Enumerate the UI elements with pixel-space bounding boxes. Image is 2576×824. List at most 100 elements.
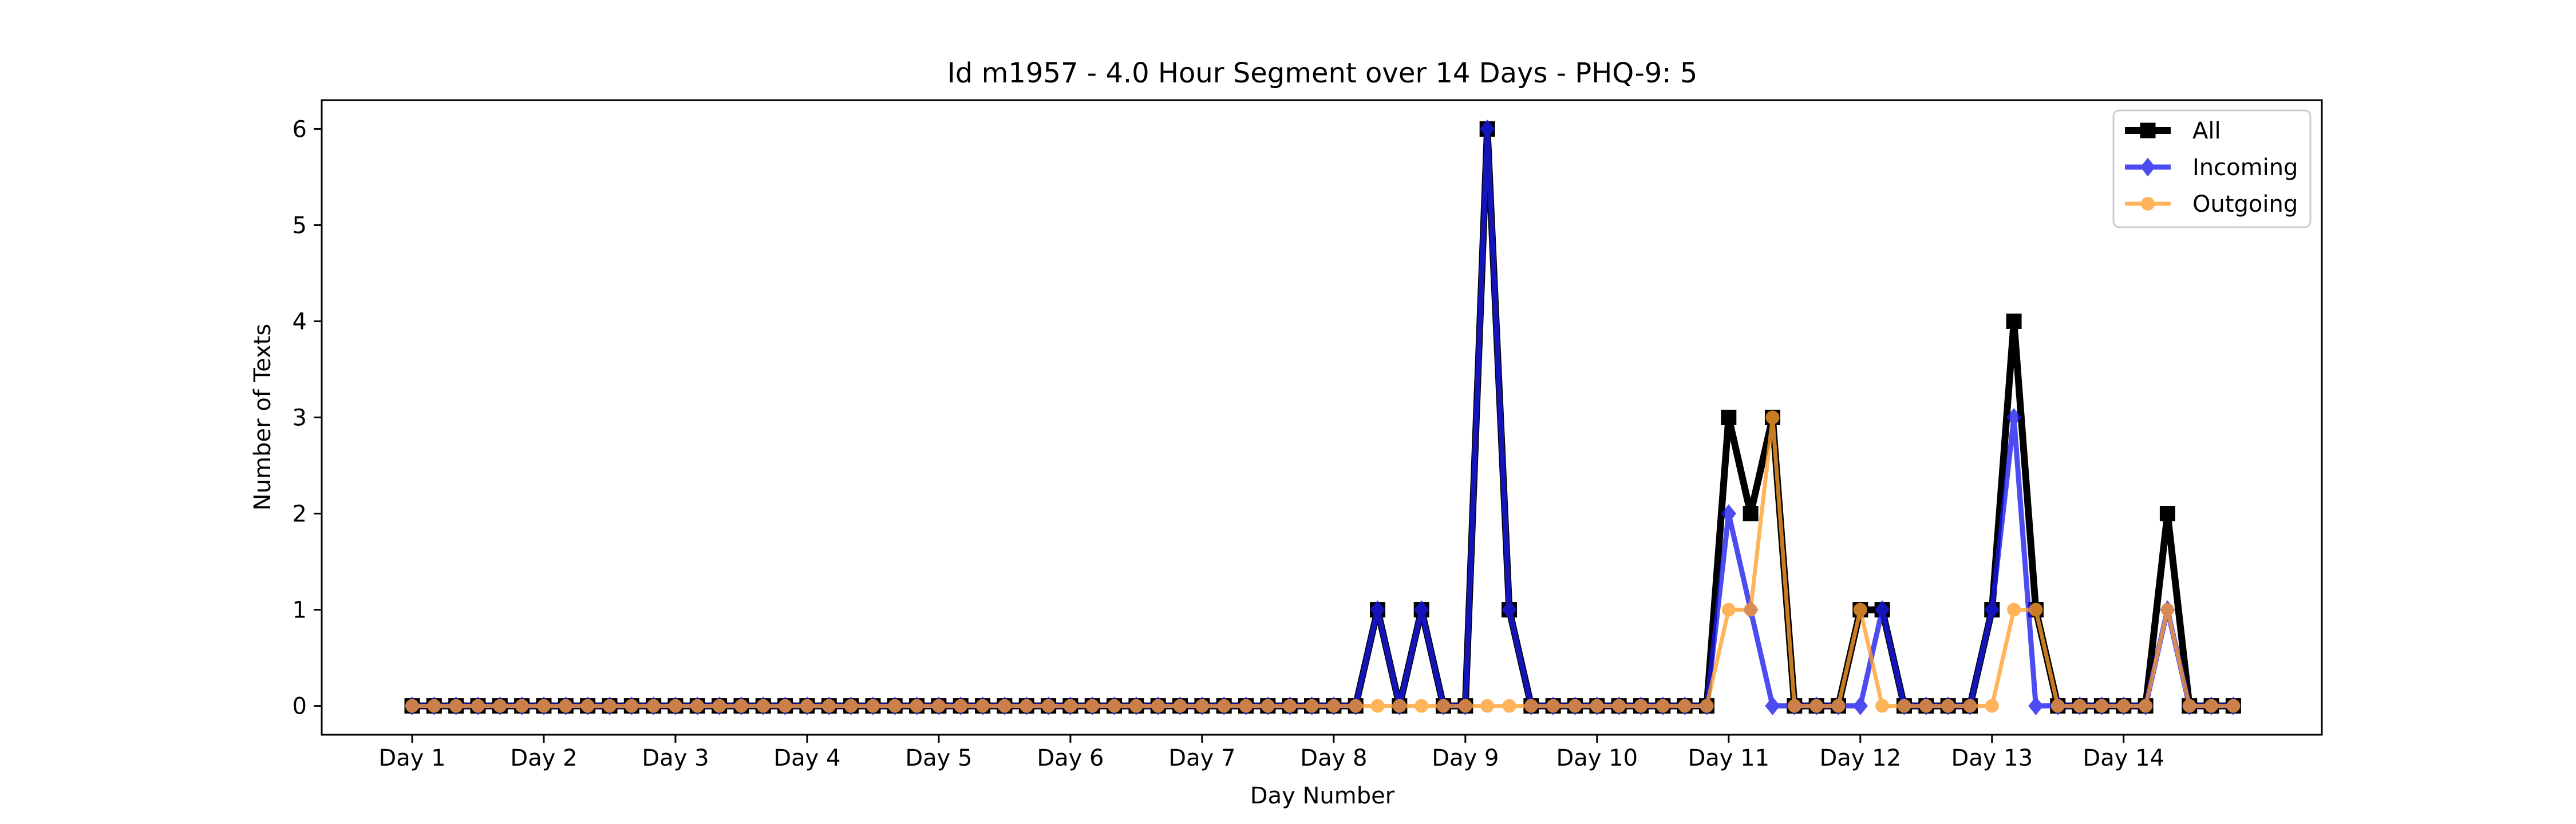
data-point — [1524, 699, 1538, 713]
data-point — [2139, 699, 2153, 713]
chart-title: Id m1957 - 4.0 Hour Segment over 14 Days… — [947, 57, 1698, 89]
data-point — [1985, 699, 1999, 713]
legend-label: Outgoing — [2192, 191, 2298, 217]
data-point — [1853, 603, 1867, 617]
data-point — [1480, 120, 1495, 138]
y-axis: 0 1 2 3 4 5 6 — [293, 116, 322, 720]
data-point — [2006, 408, 2022, 427]
data-point — [515, 699, 529, 713]
data-point — [888, 699, 902, 713]
legend-label: Incoming — [2192, 154, 2298, 181]
data-point — [1612, 699, 1626, 713]
legend-frame — [2112, 109, 2312, 228]
data-point — [1195, 699, 1209, 713]
data-point — [1634, 699, 1648, 713]
data-point — [1656, 699, 1670, 713]
data-point — [2159, 506, 2175, 522]
data-point — [1107, 699, 1121, 713]
x-tick-label: Day 3 — [642, 745, 709, 771]
data-point — [1261, 699, 1275, 713]
data-point — [1852, 696, 1868, 715]
data-point — [1349, 699, 1363, 713]
legend: All Incoming Outgoing — [2112, 109, 2312, 228]
legend-entry — [2125, 122, 2171, 138]
data-point — [668, 699, 682, 713]
data-point — [1744, 603, 1758, 617]
y-tick-label: 0 — [293, 694, 307, 720]
data-point — [1392, 699, 1406, 713]
data-point — [1941, 699, 1955, 713]
data-point — [2073, 699, 2087, 713]
data-point — [756, 699, 771, 713]
data-point — [471, 699, 485, 713]
data-point — [1546, 699, 1560, 713]
data-point — [2095, 699, 2109, 713]
x-tick-label: Day 4 — [773, 745, 840, 771]
data-point — [602, 699, 617, 713]
x-tick-label: Day 11 — [1688, 745, 1769, 771]
data-point — [1590, 699, 1604, 713]
data-point — [1919, 699, 1933, 713]
data-point — [1831, 699, 1846, 713]
data-point — [1480, 699, 1495, 713]
data-point — [1963, 699, 1977, 713]
data-point — [1721, 603, 1736, 617]
data-point — [844, 699, 858, 713]
data-point — [1721, 410, 1737, 425]
data-point — [1414, 600, 1429, 619]
legend-entry — [2125, 157, 2171, 177]
data-point — [1151, 699, 1165, 713]
data-point — [2140, 157, 2156, 177]
data-point — [954, 699, 968, 713]
data-point — [493, 699, 507, 713]
data-point — [1568, 699, 1582, 713]
data-point — [2050, 699, 2065, 713]
series-outgoing — [405, 410, 2241, 713]
data-point — [800, 699, 814, 713]
data-point — [1765, 410, 1780, 425]
data-point — [1874, 600, 1890, 619]
x-tick-label: Day 7 — [1168, 745, 1235, 771]
data-point — [1875, 699, 1890, 713]
data-point — [1984, 600, 2000, 619]
data-point — [625, 699, 639, 713]
x-tick-label: Day 6 — [1037, 745, 1104, 771]
data-point — [1765, 696, 1780, 715]
data-point — [1085, 699, 1100, 713]
x-tick-label: Day 13 — [1951, 745, 2033, 771]
data-point — [1897, 699, 1911, 713]
data-point — [1370, 600, 1385, 619]
data-point — [2141, 197, 2155, 211]
data-point — [2182, 699, 2196, 713]
data-point — [1129, 699, 1143, 713]
data-point — [2140, 122, 2156, 138]
data-point — [1283, 699, 1297, 713]
data-point — [997, 699, 1012, 713]
x-tick-label: Day 2 — [510, 745, 577, 771]
data-point — [2160, 603, 2175, 617]
data-point — [1305, 699, 1319, 713]
data-point — [1502, 699, 1516, 713]
data-point — [1063, 699, 1077, 713]
x-tick-label: Day 8 — [1300, 745, 1367, 771]
x-axis: Day 1 Day 2 Day 3 Day 4 Day 5 Day 6 Day 7 Day 8… — [378, 735, 2164, 771]
data-point — [712, 699, 726, 713]
data-point — [2028, 696, 2044, 715]
data-point — [1502, 600, 1517, 619]
legend-label: All — [2192, 118, 2221, 144]
data-point — [866, 699, 880, 713]
data-point — [1041, 699, 1056, 713]
y-tick-label: 2 — [293, 501, 307, 528]
data-point — [536, 699, 551, 713]
data-point — [910, 699, 924, 713]
data-point — [822, 699, 836, 713]
y-tick-label: 6 — [293, 116, 307, 142]
data-point — [1700, 699, 1714, 713]
series-layer — [404, 120, 2241, 715]
data-point — [580, 699, 595, 713]
data-point — [1436, 699, 1451, 713]
data-point — [559, 699, 573, 713]
data-point — [1239, 699, 1253, 713]
data-point — [646, 699, 661, 713]
